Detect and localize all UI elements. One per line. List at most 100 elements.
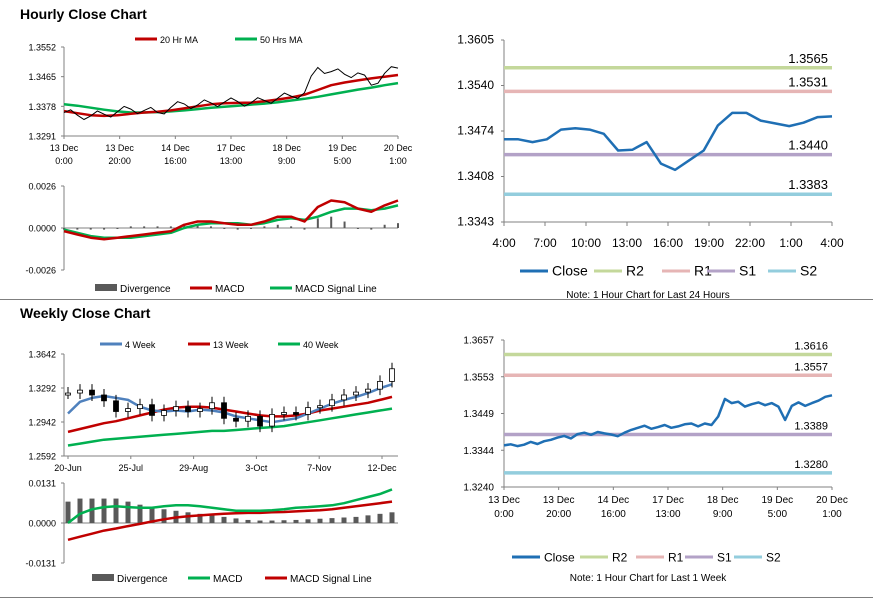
weekly-price-x-tick-label: 20-Jun: [54, 463, 82, 473]
weekly-macd-divergence-bar: [77, 498, 83, 523]
weekly-macd-divergence-bar: [365, 515, 371, 523]
hourly-levels-x-tick-label: 22:00: [735, 236, 765, 250]
weekly-levels-x-tick-label: 0:00: [494, 509, 514, 520]
hourly-price-y-tick-label: 1.3465: [28, 72, 56, 82]
weekly-macd-divergence-bar: [317, 518, 323, 523]
weekly-price-candle-body: [125, 408, 131, 412]
hourly-macd-divergence-bar: [303, 228, 306, 230]
hourly-price-legend-label: 50 Hrs MA: [260, 35, 303, 45]
hourly-levels-legend-label: Close: [552, 263, 588, 279]
hourly-macd-line: [63, 199, 399, 241]
weekly-levels-x-tick-label: 19 Dec: [761, 495, 793, 506]
weekly-price-candle-body: [161, 410, 167, 416]
weekly-macd-divergence-bar: [329, 518, 335, 523]
hourly-macd-divergence-bar: [89, 228, 92, 230]
weekly-price-candle-body: [269, 414, 275, 427]
weekly-levels-x-tick-label: 14 Dec: [597, 495, 629, 506]
hourly-price-x-tick-label: 20 Dec: [384, 143, 413, 153]
hourly-macd-legend-label: MACD Signal Line: [295, 284, 377, 295]
hourly-macd-divergence-bar: [143, 226, 146, 228]
weekly-macd-line: [67, 488, 393, 524]
weekly-levels-x-tick-label: 17 Dec: [652, 495, 684, 506]
hourly-levels-x-tick-label: 16:00: [653, 236, 683, 250]
weekly-price-y-tick-label: 1.3642: [28, 350, 56, 360]
weekly-levels-level-r2-label: 1.3616: [794, 340, 828, 352]
weekly-macd-divergence-bar: [197, 513, 203, 523]
hourly-macd-signal-line: [63, 204, 399, 239]
hourly-macd-divergence-bar: [196, 224, 199, 228]
weekly-price-candle-body: [233, 417, 239, 422]
weekly-levels-legend-label: R2: [612, 551, 628, 565]
weekly-macd-legend-label: MACD Signal Line: [290, 574, 372, 585]
bottom-divider: [0, 597, 873, 598]
hourly-ma20-line: [63, 73, 399, 118]
weekly-price-candle-body: [377, 380, 383, 390]
weekly-macd-divergence-bar: [281, 520, 287, 523]
hourly-macd-divergence-bar: [76, 228, 79, 230]
hourly-levels-level-s1-label: 1.3440: [788, 138, 828, 153]
hourly-price-x-tick-label: 13 Dec: [105, 143, 134, 153]
weekly-price-y-tick-label: 1.2592: [28, 452, 56, 462]
weekly-macd-divergence-bar: [161, 509, 167, 523]
weekly-price-candle-body: [89, 389, 95, 396]
weekly-price-candle-body: [101, 394, 107, 402]
weekly-price-candle-body: [305, 407, 311, 415]
weekly-price-legend-label: 4 Week: [125, 340, 156, 350]
weekly-levels-x-tick-label: 16:00: [601, 509, 626, 520]
weekly-macd-y-tick-label: -0.0131: [25, 559, 56, 569]
hourly-price-x-tick-label: 20:00: [108, 156, 131, 166]
weekly-macd-divergence-bar: [305, 519, 311, 523]
hourly-price-x-tick-label: 18 Dec: [272, 143, 301, 153]
hourly-macd-divergence-bar: [370, 228, 373, 230]
weekly-levels-legend-label: Close: [544, 551, 575, 565]
weekly-price-x-tick-label: 25-Jul: [119, 463, 144, 473]
hourly-levels-x-tick-label: 7:00: [533, 236, 557, 250]
weekly-levels-close-line: [503, 394, 833, 448]
hourly-price-y-tick-label: 1.3552: [28, 43, 56, 53]
weekly-price-candle-body: [293, 412, 299, 415]
weekly-price-x-tick-label: 3-Oct: [245, 463, 268, 473]
hourly-levels-close-line: [504, 111, 833, 172]
hourly-levels-x-tick-label: 4:00: [820, 236, 844, 250]
weekly-price-candle-body: [353, 391, 359, 396]
hourly-macd-divergence-bar: [169, 226, 172, 228]
hourly-price-x-tick-label: 9:00: [278, 156, 296, 166]
hourly-macd-divergence-bar: [156, 226, 159, 228]
weekly-levels-legend-label: S2: [766, 551, 781, 565]
hourly-price-x-tick-label: 19 Dec: [328, 143, 357, 153]
hourly-levels-x-tick-label: 19:00: [694, 236, 724, 250]
hourly-macd-divergence-bar: [236, 228, 239, 230]
hourly-macd-legend-swatch: [95, 284, 117, 291]
weekly-price-candle-body: [341, 394, 347, 401]
hourly-macd-divergence-bar: [397, 223, 399, 228]
weekly-levels-y-tick-label: 1.3240: [463, 483, 494, 494]
weekly-price-y-tick-label: 1.2942: [28, 418, 56, 428]
hourly-levels-level-r1-label: 1.3531: [788, 74, 828, 89]
weekly-macd-signal-line: [67, 500, 393, 542]
weekly-macd-divergence-bar: [353, 516, 359, 523]
hourly-macd-divergence-bar: [343, 221, 346, 228]
hourly-price-y-tick-label: 1.3378: [28, 102, 56, 112]
weekly-section-title: Weekly Close Chart: [20, 305, 151, 321]
hourly-macd-divergence-bar: [356, 228, 359, 229]
hourly-levels-legend-label: R1: [694, 263, 712, 279]
hourly-levels-legend-label: R2: [626, 263, 644, 279]
weekly-levels-legend-label: R1: [668, 551, 684, 565]
weekly-macd-divergence-bar: [269, 520, 275, 523]
weekly-macd-divergence-bar: [185, 512, 191, 523]
hourly-price-legend-label: 20 Hr MA: [160, 35, 198, 45]
hourly-macd-divergence-bar: [63, 228, 65, 230]
weekly-levels-x-tick-label: 18 Dec: [707, 495, 739, 506]
hourly-levels-level-s2-label: 1.3383: [788, 177, 828, 192]
weekly-macd-divergence-bar: [221, 516, 227, 523]
weekly-levels-level-s1-label: 1.3389: [794, 420, 828, 432]
hourly-levels-x-tick-label: 13:00: [612, 236, 642, 250]
weekly-macd-divergence-bar: [341, 517, 347, 523]
section-divider: [0, 299, 873, 300]
weekly-levels-level-s2-label: 1.3280: [794, 459, 828, 471]
hourly-levels-y-tick-label: 1.3408: [457, 169, 494, 183]
weekly-levels-plot-area: [504, 340, 832, 487]
weekly-macd-divergence-bar: [149, 507, 155, 523]
weekly-price-candle-body: [365, 388, 371, 393]
